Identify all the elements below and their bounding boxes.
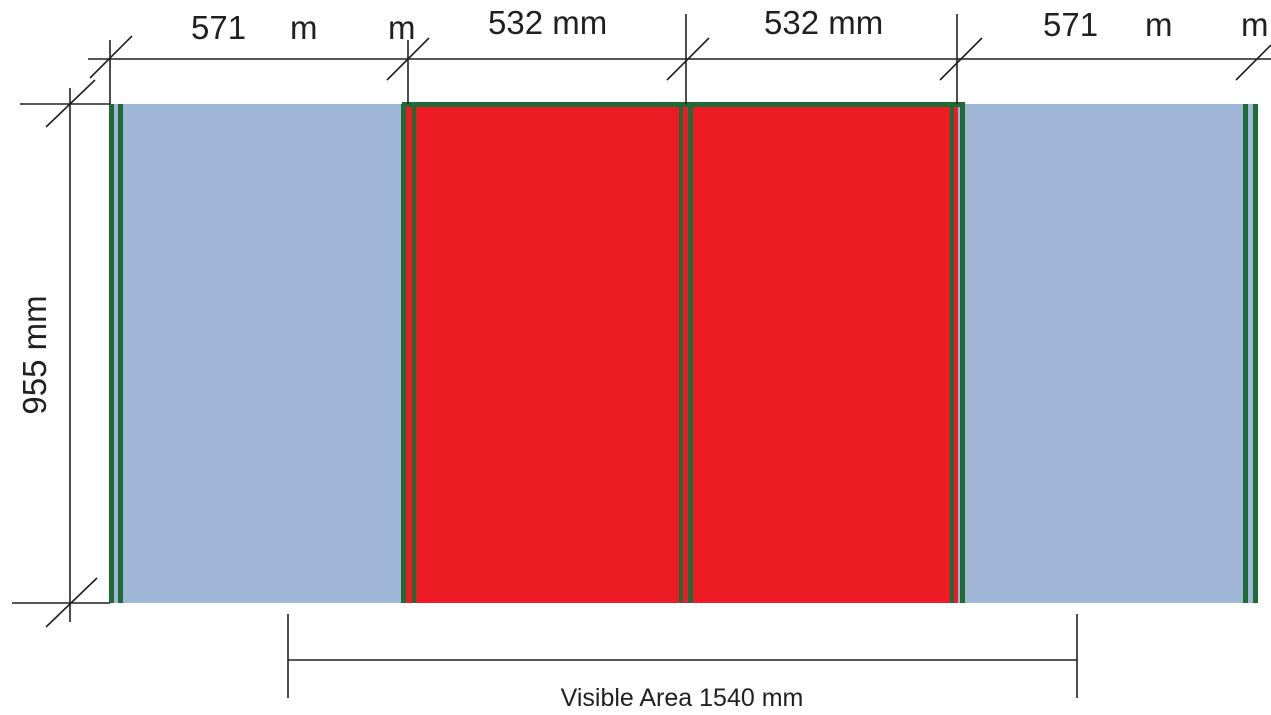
frame-joint-2a <box>679 104 683 603</box>
height-label: 955 mm <box>16 295 53 414</box>
top-tick-1 <box>89 35 133 79</box>
top-tick-5 <box>1235 44 1271 81</box>
left-tick-top <box>45 79 96 128</box>
top-tick-3 <box>666 37 710 81</box>
dimension-labels: 571 m m 532 mm 532 mm 571 m m 955 mm Vis… <box>16 4 1269 712</box>
frame-center-top <box>402 102 965 107</box>
panel-frames <box>109 102 1258 603</box>
top-tick-2 <box>386 37 430 81</box>
center-panel-left <box>405 104 687 603</box>
frame-left-edge-outer <box>109 104 114 603</box>
frame-joint-3b <box>960 104 965 603</box>
frame-joint-1b <box>412 104 416 603</box>
dim-label-3: 532 mm <box>764 4 883 41</box>
dim-label-4-value: 571 <box>1043 6 1098 43</box>
frame-right-edge-outer <box>1243 104 1248 603</box>
dim-label-2: 532 mm <box>488 4 607 41</box>
left-tick-bottom <box>45 577 98 628</box>
frame-joint-2b <box>688 104 693 603</box>
dim-label-1-unit-a: m <box>290 9 318 46</box>
dim-label-4-unit-b: m <box>1241 6 1269 43</box>
side-panel-right <box>958 104 1258 603</box>
frame-left-edge-inner <box>118 104 123 603</box>
dim-label-1-unit-b: m <box>388 9 416 46</box>
frame-joint-1a <box>401 104 406 603</box>
side-panel-left <box>110 104 405 603</box>
dim-label-4-unit-a: m <box>1145 6 1173 43</box>
frame-right-edge-inner <box>1253 104 1258 603</box>
panels <box>110 104 1258 603</box>
center-panel-right <box>687 104 958 603</box>
dimension-lines <box>12 14 1271 698</box>
dim-label-1-value: 571 <box>191 9 246 46</box>
top-tick-4 <box>939 37 983 81</box>
visible-area-label: Visible Area 1540 mm <box>561 684 804 712</box>
frame-joint-3a <box>950 104 954 603</box>
